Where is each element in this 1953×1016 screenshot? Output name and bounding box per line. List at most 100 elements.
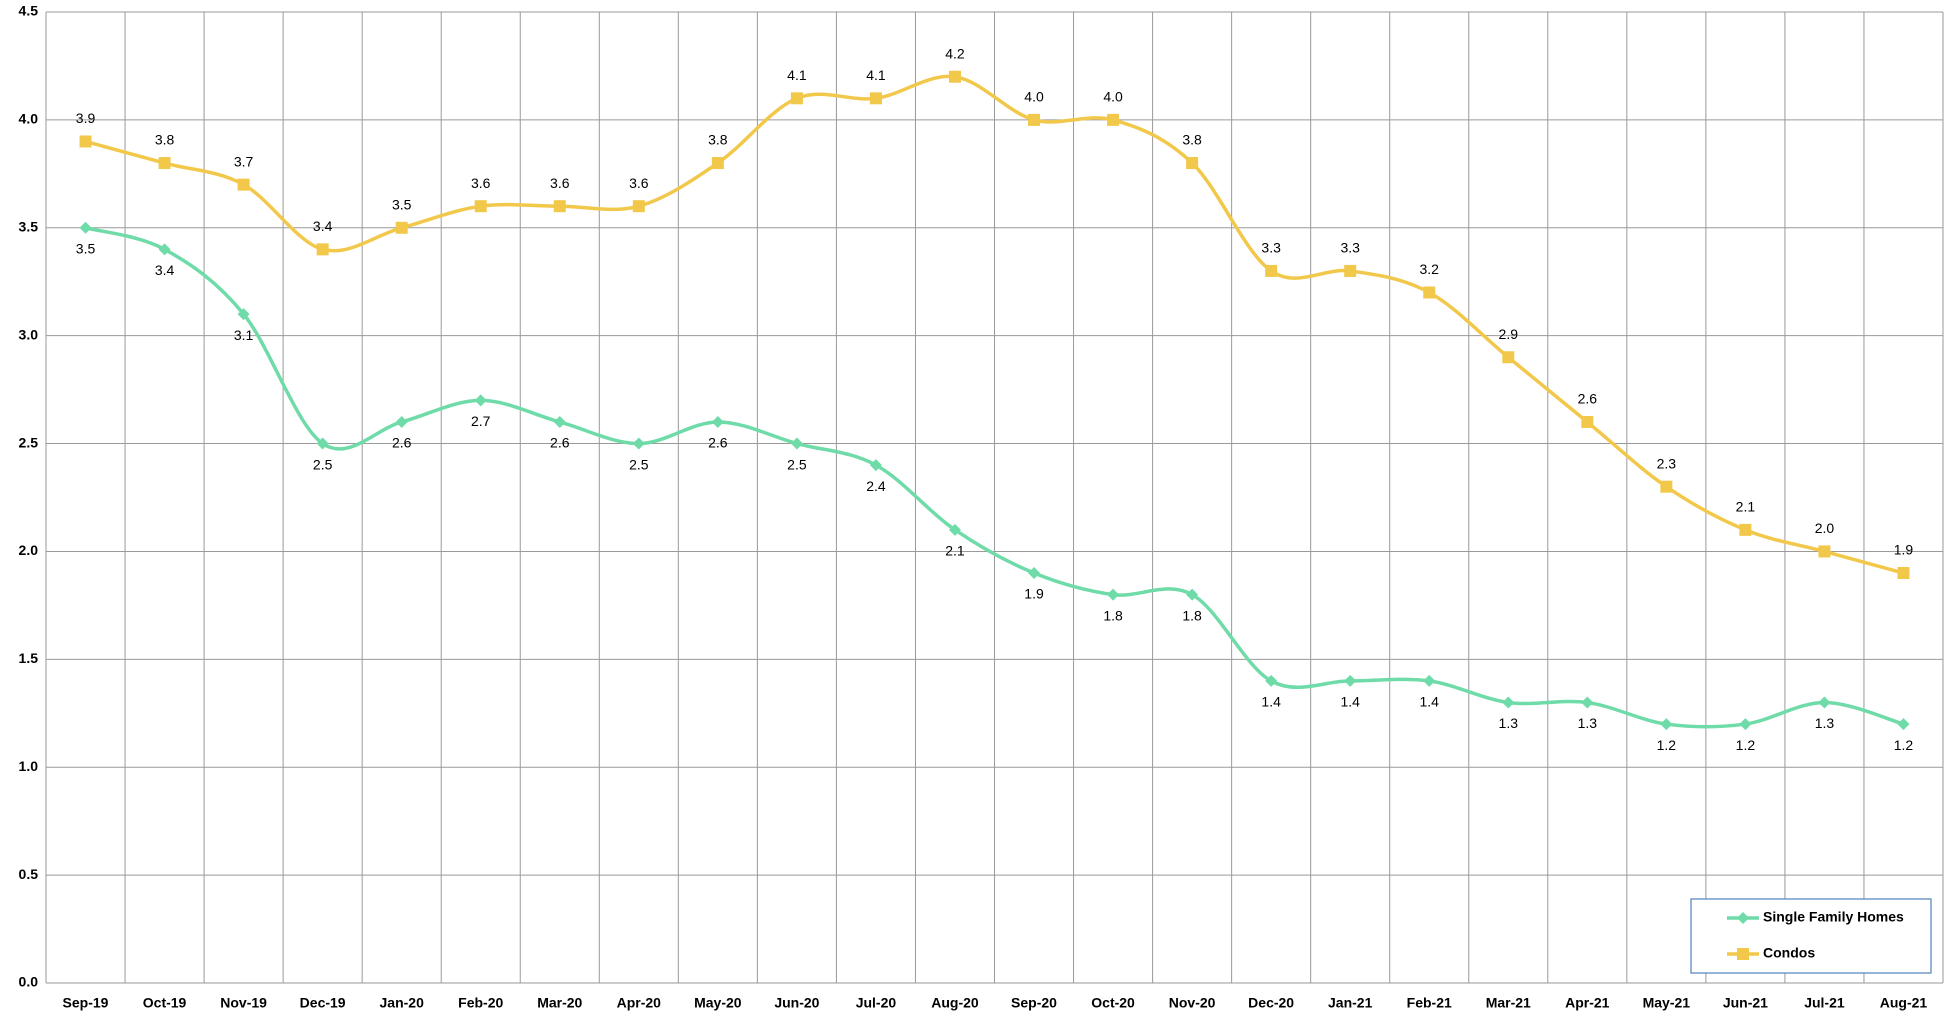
x-tick-label: May-20 (694, 995, 742, 1011)
marker (1186, 157, 1199, 170)
data-label: 1.4 (1261, 694, 1281, 710)
marker (1107, 113, 1120, 126)
marker (948, 523, 961, 536)
y-tick-label: 4.5 (19, 3, 39, 19)
marker (474, 200, 487, 213)
legend: Single Family Homes Condos (1690, 898, 1932, 974)
data-label: 3.1 (234, 327, 254, 343)
marker (158, 157, 171, 170)
data-label: 2.5 (787, 456, 807, 472)
legend-box (1690, 898, 1932, 974)
data-label: 2.7 (471, 413, 491, 429)
marker (632, 437, 645, 450)
marker (553, 200, 566, 213)
marker (395, 415, 408, 428)
data-label: 2.6 (550, 435, 570, 451)
data-label: 3.7 (234, 153, 254, 169)
data-label: 1.8 (1182, 607, 1202, 623)
marker (1739, 523, 1752, 536)
data-label: 1.2 (1657, 737, 1677, 753)
marker (158, 243, 171, 256)
marker (79, 221, 92, 234)
y-tick-label: 1.0 (19, 758, 39, 774)
data-label: 1.3 (1815, 715, 1835, 731)
marker (1502, 696, 1515, 709)
marker (1344, 264, 1357, 277)
y-tick-label: 1.5 (19, 650, 39, 666)
data-label: 1.4 (1340, 694, 1360, 710)
data-label: 3.6 (550, 175, 570, 191)
data-label: 3.8 (155, 132, 175, 148)
marker (1818, 545, 1831, 558)
x-tick-label: Oct-20 (1091, 995, 1135, 1011)
x-tick-label: Nov-20 (1169, 995, 1216, 1011)
data-label: 2.5 (313, 456, 333, 472)
x-tick-label: Apr-21 (1565, 995, 1610, 1011)
marker (711, 415, 724, 428)
x-tick-label: Apr-20 (617, 995, 662, 1011)
data-label: 3.3 (1340, 240, 1360, 256)
data-label: 2.4 (866, 478, 886, 494)
data-label: 3.2 (1419, 261, 1439, 277)
data-label: 2.3 (1657, 455, 1677, 471)
marker (1423, 674, 1436, 687)
x-tick-label: Jun-20 (774, 995, 819, 1011)
data-label: 4.1 (787, 67, 807, 83)
marker (1028, 567, 1041, 580)
y-tick-label: 2.5 (19, 434, 39, 450)
data-label: 3.5 (76, 240, 96, 256)
data-label: 1.9 (1894, 542, 1914, 558)
series-line (85, 74, 1904, 575)
y-tick-label: 3.5 (19, 218, 39, 234)
x-tick-label: Jul-21 (1804, 995, 1845, 1011)
marker (1737, 912, 1749, 924)
x-tick-label: Mar-20 (537, 995, 582, 1011)
x-tick-label: Dec-20 (1248, 995, 1294, 1011)
data-label: 3.3 (1261, 240, 1281, 256)
marker (1818, 696, 1831, 709)
data-label: 1.2 (1736, 737, 1756, 753)
legend-label: Condos (1763, 945, 1815, 961)
marker (869, 92, 882, 105)
y-tick-label: 4.0 (19, 111, 39, 127)
data-label: 3.9 (76, 110, 96, 126)
marker (1897, 718, 1910, 731)
x-tick-label: Feb-21 (1407, 995, 1452, 1011)
x-tick-label: Jul-20 (856, 995, 897, 1011)
x-tick-label: Jun-21 (1723, 995, 1768, 1011)
data-label: 2.6 (708, 435, 728, 451)
marker (632, 200, 645, 213)
marker (1265, 674, 1278, 687)
y-tick-label: 2.0 (19, 542, 39, 558)
data-label: 2.1 (945, 543, 965, 559)
data-label: 3.4 (313, 218, 333, 234)
marker (948, 70, 961, 83)
data-label: 4.0 (1103, 89, 1123, 105)
marker (1897, 567, 1910, 580)
x-tick-label: Nov-19 (220, 995, 267, 1011)
marker (1028, 113, 1041, 126)
marker (1660, 480, 1673, 493)
x-tick-label: Aug-21 (1880, 995, 1928, 1011)
x-tick-label: Oct-19 (143, 995, 187, 1011)
data-label: 2.6 (1578, 391, 1598, 407)
data-label: 3.6 (629, 175, 649, 191)
data-label: 3.6 (471, 175, 491, 191)
marker (474, 394, 487, 407)
marker (1186, 588, 1199, 601)
y-tick-label: 0.5 (19, 866, 39, 882)
data-label: 3.4 (155, 262, 175, 278)
data-label: 1.3 (1499, 715, 1519, 731)
x-tick-label: Feb-20 (458, 995, 503, 1011)
data-label: 1.9 (1024, 586, 1044, 602)
marker (237, 308, 250, 321)
data-label: 1.4 (1419, 694, 1439, 710)
data-label: 4.0 (1024, 89, 1044, 105)
marker (79, 135, 92, 148)
data-label: 3.8 (708, 132, 728, 148)
x-tick-label: Jan-21 (1328, 995, 1373, 1011)
marker (711, 157, 724, 170)
data-label: 1.8 (1103, 607, 1123, 623)
marker (1660, 718, 1673, 731)
marker (1423, 286, 1436, 299)
